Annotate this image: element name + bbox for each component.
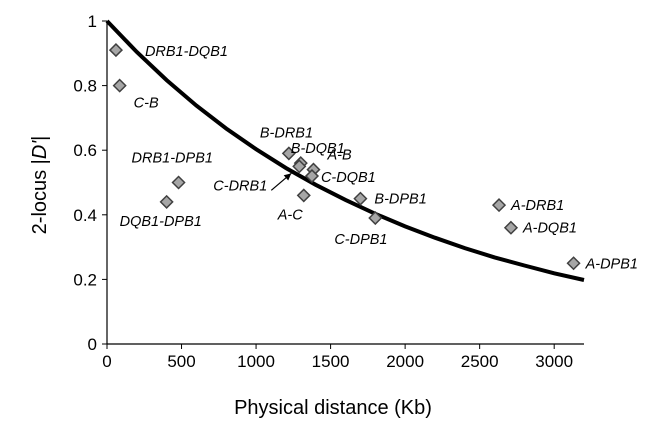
data-point-drb1-dpb1 <box>171 175 186 190</box>
data-point-c-b <box>112 78 127 93</box>
data-point-a-dpb1 <box>566 256 581 271</box>
y-axis-title-suffix: | <box>29 136 51 141</box>
y-axis-title-prefix: 2-locus | <box>29 159 51 234</box>
x-tick-label: 1000 <box>237 352 275 371</box>
arrow-head <box>283 173 292 181</box>
point-label-c-dpb1: C-DPB1 <box>334 232 387 248</box>
point-label-drb1-dqb1: DRB1-DQB1 <box>145 44 228 60</box>
y-tick-label: 0.8 <box>73 77 97 96</box>
x-tick-label: 3000 <box>535 352 573 371</box>
tick-labels: 0 500 1000 1500 2000 2500 3000 0 0.2 0.4 0.6 0.8 1 <box>73 12 573 371</box>
point-labels: DRB1-DQB1 C-B DRB1-DPB1 DQB1-DPB1 B-DRB1B-DQ… <box>120 44 638 272</box>
data-point-drb1-dqb1 <box>108 43 124 58</box>
x-tick-label: 0 <box>102 352 111 371</box>
point-label-b-dpb1: B-DPB1 <box>374 192 426 208</box>
point-label-a-dqb1: A-DQB1 <box>522 221 577 237</box>
data-point-b-dpb1 <box>353 191 368 206</box>
point-label-c-drb1: C-DRB1 <box>213 178 267 194</box>
point-label-drb1-dpb1: DRB1-DPB1 <box>132 151 213 167</box>
point-label-c-b: C-B <box>134 96 159 112</box>
point-label-b-dqb1: B-DQB1 <box>291 141 345 157</box>
x-tick-label: 1500 <box>312 352 350 371</box>
data-point-a-c <box>296 188 311 203</box>
x-tick-label: 2500 <box>461 352 499 371</box>
data-point-c-dpb1 <box>368 210 383 226</box>
fit-curve <box>105 19 585 282</box>
annotation-arrow <box>270 172 292 191</box>
y-axis-title: 2-locus |D'| <box>29 136 51 235</box>
y-tick-label: 0.4 <box>73 206 97 225</box>
data-points <box>108 43 581 271</box>
data-point-b-drb1 <box>281 146 296 161</box>
point-label-a-drb1: A-DRB1 <box>510 198 564 214</box>
data-point-c-dqb1 <box>304 168 320 184</box>
x-tick-label: 2000 <box>386 352 424 371</box>
point-label-c-dqb1: C-DQB1 <box>321 170 376 186</box>
data-point-a-dqb1 <box>503 220 519 235</box>
point-label-dqb1-dpb1: DQB1-DPB1 <box>120 214 202 230</box>
data-point-dqb1-dpb1 <box>159 194 174 209</box>
y-tick-label: 0 <box>88 335 97 354</box>
axes <box>102 20 584 349</box>
x-axis-title: Physical distance (Kb) <box>234 397 432 419</box>
point-label-a-b: A-B <box>326 148 352 164</box>
x-tick-label: 500 <box>167 352 195 371</box>
data-point-c-drb1 <box>292 159 307 174</box>
y-tick-label: 0.6 <box>73 141 97 160</box>
point-label-a-dpb1: A-DPB1 <box>585 256 638 272</box>
point-label-a-c: A-C <box>277 207 304 223</box>
y-axis-title-italic: D' <box>29 140 51 159</box>
point-label-b-drb1: B-DRB1 <box>260 125 313 141</box>
y-tick-label: 1 <box>88 12 97 31</box>
y-tick-label: 0.2 <box>73 270 97 289</box>
data-point-a-drb1 <box>491 198 507 213</box>
